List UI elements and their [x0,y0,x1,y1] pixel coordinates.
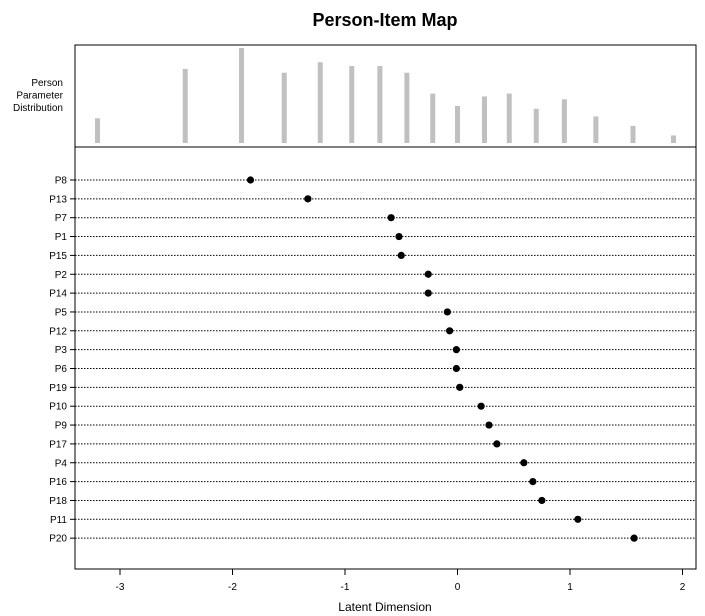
x-tick-label: -2 [228,582,237,593]
distribution-bar [95,118,100,143]
person-label: P20 [49,534,67,545]
person-point [452,346,460,354]
chart-title: Person-Item Map [312,10,457,30]
person-point [424,270,432,278]
distribution-label-line: Parameter [16,91,63,102]
person-label: P5 [55,307,68,318]
distribution-bar [349,66,355,143]
distribution-bar [561,99,567,143]
person-label: P19 [49,383,67,394]
x-tick-label: 0 [455,582,461,593]
distribution-bar [377,66,383,143]
person-label: P6 [55,364,68,375]
person-point [630,534,638,542]
person-label: P1 [55,232,68,243]
person-label: P13 [49,194,67,205]
distribution-bar [506,93,512,143]
distribution-bar [455,105,460,143]
distribution-bar [630,125,636,143]
person-point [485,421,493,429]
distribution-bar [239,48,244,143]
distribution-bars [95,48,676,143]
guide-lines [75,179,696,539]
x-axis: -3 -2 -1 0 1 2 [116,569,686,593]
distribution-label-line: Distribution [13,103,63,114]
plot-area [74,146,697,570]
distribution-bar [182,68,188,143]
person-point [529,478,537,486]
x-tick-label: -1 [341,582,350,593]
person-point [395,232,403,241]
x-tick-label: 2 [680,582,686,593]
person-label: P18 [49,496,67,507]
person-label: P16 [49,477,67,488]
distribution-bar [482,96,487,143]
person-label: P8 [55,176,68,187]
person-label: P4 [55,458,68,469]
person-label: P3 [55,345,68,356]
person-label: P2 [55,270,68,281]
distribution-panel [74,44,697,148]
person-point [443,308,451,316]
x-tick-label: 1 [567,582,573,593]
person-point [538,496,546,505]
person-point [246,176,255,184]
person-point [424,289,432,297]
distribution-bar [593,116,599,143]
person-points [246,176,638,542]
x-tick-label: -3 [116,582,125,593]
person-label: P9 [55,421,68,432]
person-label: P10 [49,402,67,413]
distribution-bar [671,135,676,143]
distribution-bar [430,93,436,143]
person-label: P17 [49,439,67,450]
person-point [446,327,454,335]
person-labels: P8 P13 P7 P1 P15 P2 P14 P5 P12 P3 P6 P19 P10 P9 P17 P4 P… [49,176,75,545]
person-point [452,364,460,373]
person-point [456,383,464,391]
distribution-bar [317,62,323,143]
person-point [520,459,528,467]
person-point [477,402,485,410]
person-label: P12 [49,326,67,337]
distribution-bar [404,72,410,143]
x-axis-label: Latent Dimension [338,600,431,614]
person-label: P11 [50,515,67,526]
person-point [387,214,395,222]
person-point [304,195,312,203]
distribution-bar [281,72,287,143]
person-label: P15 [49,251,67,262]
distribution-label-line: Person [31,78,63,89]
person-label: P14 [49,289,67,300]
person-label: P7 [55,213,68,224]
person-point [397,251,405,259]
person-point [574,515,582,523]
distribution-bar [533,108,539,143]
person-point [493,440,501,448]
